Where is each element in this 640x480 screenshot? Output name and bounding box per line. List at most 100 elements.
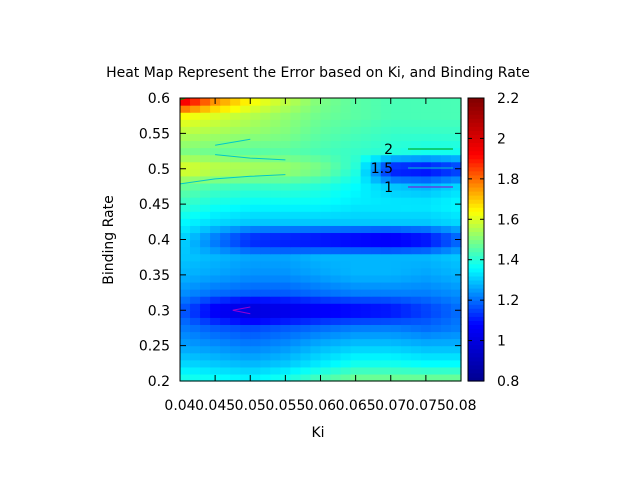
heatmap-cell	[270, 105, 281, 113]
heatmap-cell	[380, 281, 392, 290]
heatmap-cell	[210, 189, 221, 198]
heatmap-cell	[380, 267, 392, 276]
heatmap-cell	[220, 140, 231, 149]
heatmap-cell	[250, 246, 261, 255]
heatmap-cell	[380, 260, 392, 269]
colorbar-tick-label: 2	[497, 131, 506, 147]
heatmap-cell	[230, 296, 241, 304]
heatmap-cell	[400, 211, 412, 219]
heatmap-cell	[300, 105, 312, 113]
heatmap-cell	[310, 338, 322, 347]
heatmap-cell	[310, 133, 322, 142]
heatmap-cell	[300, 218, 312, 226]
heatmap-cell	[420, 105, 432, 113]
heatmap-cell	[260, 310, 271, 318]
heatmap-cell	[410, 289, 422, 297]
heatmap-cell	[180, 189, 191, 198]
heatmap-cell	[230, 373, 241, 382]
heatmap-cell	[320, 296, 332, 304]
heatmap-cell	[300, 274, 312, 283]
heatmap-cell	[450, 147, 462, 156]
heatmap-cell	[300, 253, 312, 262]
colorbar-band	[468, 271, 484, 277]
colorbar-band	[468, 223, 484, 228]
heatmap-cell	[430, 189, 442, 198]
heatmap-cell	[350, 324, 362, 333]
heatmap-cell	[260, 267, 271, 276]
heatmap-cell	[400, 281, 412, 290]
heatmap-cell	[240, 218, 251, 226]
heatmap-cell	[260, 112, 271, 120]
heatmap-cell	[310, 324, 322, 333]
heatmap-cell	[370, 161, 382, 170]
heatmap-cell	[350, 253, 362, 262]
heatmap-cell	[420, 225, 432, 234]
heatmap-cell	[410, 147, 422, 156]
heatmap-cell	[330, 218, 342, 226]
heatmap-cell	[260, 119, 271, 127]
heatmap-cell	[210, 133, 221, 142]
heatmap-cell	[270, 232, 281, 241]
heatmap-cell	[320, 317, 332, 325]
heatmap-cell	[360, 105, 372, 113]
colorbar-band	[468, 162, 484, 168]
heatmap-cell	[220, 289, 231, 297]
heatmap-cell	[260, 331, 271, 340]
heatmap-cell	[250, 317, 261, 325]
heatmap-cell	[390, 274, 402, 283]
heatmap-cell	[260, 232, 271, 241]
heatmap-cell	[400, 260, 412, 269]
heatmap-cell	[210, 352, 221, 361]
heatmap-cell	[260, 338, 271, 347]
heatmap-cell	[330, 239, 342, 248]
heatmap-cell	[200, 274, 211, 283]
x-tick-label: 0.045	[195, 398, 235, 414]
heatmap-cell	[310, 366, 322, 375]
heatmap-cell	[310, 239, 322, 248]
heatmap-cell	[250, 147, 261, 156]
heatmap-cell	[310, 175, 322, 184]
heatmap-cell	[340, 324, 352, 333]
colorbar-band	[468, 364, 484, 370]
heatmap-cell	[420, 310, 432, 318]
heatmap-cell	[340, 338, 352, 347]
heatmap-cell	[270, 189, 281, 198]
heatmap-cell	[390, 218, 402, 226]
heatmap-cell	[370, 324, 382, 333]
heatmap-cell	[200, 232, 211, 241]
heatmap-cell	[370, 218, 382, 226]
heatmap-cell	[230, 98, 241, 106]
heatmap-cell	[260, 161, 271, 170]
heatmap-cell	[320, 303, 332, 311]
heatmap-cell	[280, 211, 291, 219]
heatmap-cell	[280, 331, 291, 340]
heatmap-cell	[350, 154, 362, 163]
heatmap-cell	[190, 105, 201, 113]
colorbar-band	[468, 174, 484, 180]
heatmap-cell	[260, 296, 271, 304]
heatmap-cell	[180, 281, 191, 290]
heatmap-cell	[210, 281, 221, 290]
heatmap-cell	[410, 267, 422, 276]
heatmap-cell	[280, 225, 291, 234]
heatmap-cell	[260, 225, 271, 234]
heatmap-cell	[410, 218, 422, 226]
heatmap-cell	[400, 345, 412, 354]
heatmap-cell	[290, 267, 302, 276]
heatmap-cell	[190, 373, 201, 382]
heatmap-cell	[240, 175, 251, 184]
x-axis-label: Ki	[311, 425, 324, 441]
heatmap-cell	[210, 338, 221, 347]
heatmap-cell	[310, 225, 322, 234]
heatmap-cell	[240, 317, 251, 325]
heatmap-cell	[230, 168, 241, 177]
colorbar-band	[468, 239, 484, 245]
heatmap-cell	[340, 168, 352, 177]
heatmap-cell	[320, 281, 332, 290]
heatmap-cell	[210, 204, 221, 212]
heatmap-cell	[230, 310, 241, 318]
colorbar-band	[468, 251, 484, 257]
heatmap-cell	[420, 324, 432, 333]
heatmap-cell	[370, 260, 382, 269]
